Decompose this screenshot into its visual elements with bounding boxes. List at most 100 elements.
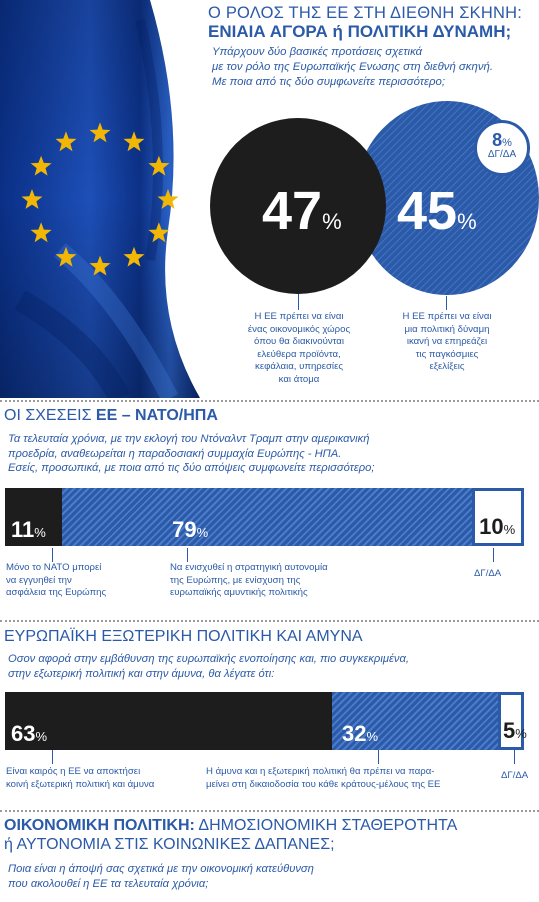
leader-line	[493, 548, 494, 562]
section3-title: ΕΥΡΩΠΑΪΚΗ ΕΞΩΤΕΡΙΚΗ ΠΟΛΙΤΙΚΗ ΚΑΙ ΑΜΥΝΑ	[4, 628, 363, 645]
value-text: 45	[397, 181, 458, 241]
caption-line: ικανή να επηρεάζει	[406, 336, 488, 348]
nato-caption: Μόνο το ΝΑΤΟ μπορεί να εγγυηθεί την ασφά…	[6, 562, 146, 600]
section4-title-line2: ή ΑΥΤΟΝΟΜΙΑ ΣΤΙΣ ΚΟΙΝΩΝΙΚΕΣ ΔΑΠΑΝΕΣ;	[4, 836, 335, 853]
national-policy-caption: Η άμυνα και η εξωτερική πολιτική θα πρέπ…	[206, 766, 496, 791]
caption-line: μια πολιτική δύναμη	[404, 323, 490, 335]
bar-segment: 5%	[498, 692, 527, 750]
caption-line: και άτομα	[278, 373, 320, 385]
bar-segment: 10%	[472, 488, 524, 546]
caption-line: ευρωπαϊκής αμυντικής πολιτικής	[170, 587, 308, 598]
section2-title: ΟΙ ΣΧΕΣΕΙΣ ΕΕ – ΝΑΤΟ/ΗΠΑ	[4, 407, 218, 425]
star-icon	[148, 222, 170, 243]
question-line: Με ποια από τις δύο συμφωνείτε περισσότε…	[212, 76, 446, 88]
question-line: Υπάρχουν δύο βασικές προτάσεις σχετικά	[212, 46, 423, 58]
leader-line	[378, 750, 379, 764]
leader-line	[446, 296, 447, 310]
section1-title-line2: ΕΝΙΑΙΑ ΑΓΟΡΑ ή ΠΟΛΙΤΙΚΗ ΔΥΝΑΜΗ;	[208, 22, 512, 41]
bar-segment: 32%	[331, 692, 499, 750]
dk-caption: ΔΓ/ΔΑ	[501, 770, 529, 781]
single-market-circle	[210, 118, 386, 294]
leader-line	[187, 548, 188, 562]
star-icon	[89, 255, 111, 276]
nato-bar-chart: 11% 79% 10%	[5, 488, 524, 546]
caption-line: της Ευρώπης, με ενίσχυση της	[170, 574, 301, 586]
title-rest: ΔΗΜΟΣΙΟΝΟΜΙΚΗ ΣΤΑΘΕΡΟΤΗΤΑ	[194, 817, 458, 834]
caption-line: ασφάλεια της Ευρώπης	[6, 587, 107, 598]
political-power-caption: Η ΕΕ πρέπει να είναι μια πολιτική δύναμη…	[386, 311, 508, 374]
caption-line: Η ΕΕ πρέπει να είναι	[402, 311, 492, 322]
caption-line: Είναι καιρός η ΕΕ να αποκτήσει	[6, 766, 141, 777]
bar-segment: 63%	[5, 692, 332, 750]
question-line: Τα τελευταία χρόνια, με την εκλογή του Ν…	[8, 433, 370, 445]
star-icon	[30, 155, 52, 176]
eu-flag-image	[0, 0, 200, 398]
star-icon	[123, 246, 145, 267]
caption-line: Η ΕΕ πρέπει να είναι	[254, 311, 344, 322]
title-plain: ΟΙ ΣΧΕΣΕΙΣ	[4, 407, 96, 424]
title-bold: ΕΕ – ΝΑΤΟ/ΗΠΑ	[95, 407, 218, 424]
leader-line	[52, 548, 53, 562]
section1-title-line1: Ο ΡΟΛΟΣ ΤΗΣ ΕΕ ΣΤΗ ΔΙΕΘΝΗ ΣΚΗΝΗ:	[208, 4, 522, 22]
star-icon	[89, 122, 111, 143]
eu-stars	[21, 122, 179, 276]
question-line: Εσείς, προσωπικά, με ποια από τις δύο απ…	[8, 462, 375, 474]
value-text: 47	[262, 181, 323, 241]
section4-question: Ποια είναι η άποψή σας σχετικά με την οι…	[8, 862, 538, 891]
section3-question: Οσον αφορά στην εμβάθυνση της ευρωπαϊκής…	[8, 652, 538, 681]
caption-line: τις παγκόσμιες	[415, 348, 479, 360]
bar-value-label: 79%	[172, 517, 209, 542]
leader-line	[298, 294, 299, 310]
question-line: προεδρία, αναθεωρείται η παραδοσιακή συμ…	[8, 447, 342, 460]
question-line: Οσον αφορά στην εμβάθυνση της ευρωπαϊκής…	[8, 653, 409, 665]
political-power-value: 45%	[397, 181, 477, 241]
single-market-value: 47%	[262, 181, 342, 241]
caption-line: ένας οικονομικός χώρος	[247, 323, 351, 335]
caption-line: μείνει στη δικαιοδοσία του κάθε κράτους-…	[206, 778, 441, 790]
star-icon	[55, 131, 77, 152]
caption-line: Να ενισχυθεί η στρατηγική αυτονομία	[170, 562, 328, 573]
star-icon	[21, 189, 43, 209]
caption-line: να εγγυηθεί την	[6, 574, 72, 586]
leader-line	[52, 750, 53, 764]
divider	[0, 620, 539, 622]
question-line: που ακολουθεί η ΕΕ τα τελευταία χρόνια;	[8, 877, 209, 890]
caption-line: κεφάλαια, υπηρεσίες	[255, 361, 343, 373]
autonomy-caption: Να ενισχυθεί η στρατηγική αυτονομία της …	[170, 562, 390, 600]
dk-bubble: 8% ΔΓ/ΔΑ	[474, 120, 530, 176]
common-policy-caption: Είναι καιρός η ΕΕ να αποκτήσει κοινή εξω…	[6, 766, 206, 791]
section2-question: Τα τελευταία χρόνια, με την εκλογή του Ν…	[8, 432, 538, 476]
leader-line	[514, 750, 515, 764]
question-line: με τον ρόλο της Ευρωπαϊκής Ενωσης στη δι…	[212, 61, 493, 73]
bar-segment: 11%	[5, 488, 63, 546]
bar-value-label: 5%	[503, 718, 527, 743]
dk-caption: ΔΓ/ΔΑ	[474, 568, 502, 579]
star-icon	[148, 155, 170, 176]
bar-value-label: 11%	[11, 517, 46, 542]
question-line: στην εξωτερική πολιτική και στην άμυνα, …	[8, 667, 275, 680]
bar-value-label: 63%	[11, 721, 48, 746]
caption-line: ελεύθερα προϊόντα,	[257, 348, 341, 360]
caption-line: όπου θα διακινούνται	[254, 336, 344, 348]
question-line: Ποια είναι η άποψή σας σχετικά με την οι…	[8, 863, 314, 875]
star-icon	[55, 246, 77, 267]
divider	[0, 810, 539, 812]
dk-label: ΔΓ/ΔΑ	[487, 149, 517, 160]
star-icon	[157, 189, 179, 209]
section4-title: ΟΙΚΟΝΟΜΙΚΗ ΠΟΛΙΤΙΚΗ: ΔΗΜΟΣΙΟΝΟΜΙΚΗ ΣΤΑΘΕ…	[4, 817, 457, 835]
divider	[0, 400, 539, 402]
star-icon	[30, 222, 52, 243]
single-market-caption: Η ΕΕ πρέπει να είναι ένας οικονομικός χώ…	[240, 311, 358, 387]
dk-value: 8	[492, 130, 503, 150]
caption-line: Μόνο το ΝΑΤΟ μπορεί	[6, 562, 102, 573]
title-bold: ΟΙΚΟΝΟΜΙΚΗ ΠΟΛΙΤΙΚΗ:	[4, 817, 195, 834]
caption-line: Η άμυνα και η εξωτερική πολιτική θα πρέπ…	[206, 766, 435, 777]
defence-bar-chart: 63% 32% 5%	[5, 692, 527, 750]
caption-line: εξελίξεις	[429, 361, 465, 373]
caption-line: κοινή εξωτερική πολιτική και άμυνα	[6, 778, 155, 790]
star-icon	[123, 131, 145, 152]
section1-question: Υπάρχουν δύο βασικές προτάσεις σχετικά μ…	[212, 45, 532, 90]
bar-value-label: 10%	[479, 514, 516, 539]
bar-value-label: 32%	[341, 721, 379, 746]
bar-segment: 79%	[62, 488, 473, 546]
